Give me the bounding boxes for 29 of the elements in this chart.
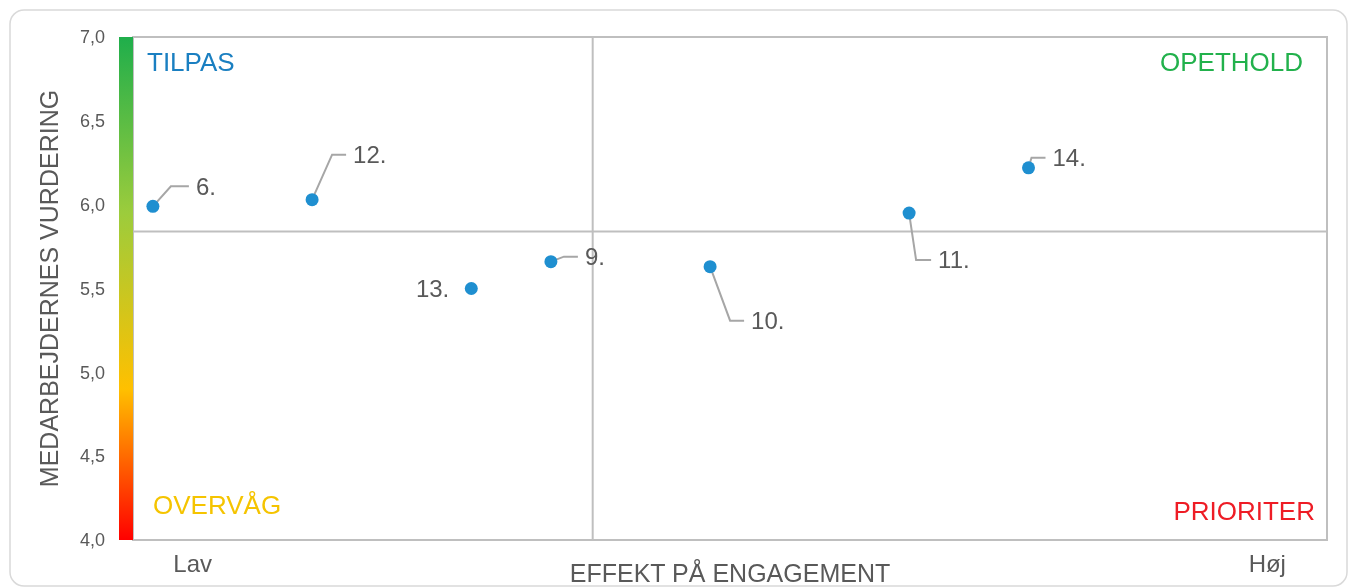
point: [1022, 161, 1035, 175]
y-tick-label: 5,0: [79, 362, 105, 383]
y-tick-label: 4,5: [79, 446, 105, 467]
point: [544, 255, 558, 269]
annotation: OVERVÅG: [153, 490, 282, 520]
point: [305, 193, 319, 207]
y-tick-label: 5,5: [79, 278, 105, 299]
y-tick-label: 4,0: [79, 530, 105, 551]
x-tick-label: Høj: [1248, 550, 1286, 577]
series-label: 6.: [195, 172, 216, 200]
annotation: OPETHOLD: [1159, 47, 1303, 77]
series-label: 13.: [415, 274, 450, 302]
x-axis-title: EFFEKT PÅ ENGAGEMENT: [569, 558, 891, 587]
y-axis-title: MEDARBEJDERNES VURDERING: [35, 89, 63, 488]
text: 10.: [751, 307, 785, 335]
point: [146, 199, 160, 213]
y-tick-label: 6,5: [79, 111, 105, 132]
series-label: 9.: [584, 243, 605, 271]
series-label: 14.: [1052, 144, 1086, 172]
x-tick-label: Lav: [173, 550, 213, 577]
series-label: 11.: [938, 246, 970, 274]
y-tick-label: 6,0: [79, 194, 105, 215]
series-label: 12.: [353, 141, 387, 169]
y-tick-label: 7,0: [79, 27, 105, 48]
annotation: TILPAS: [147, 47, 235, 77]
annotation: PRIORITER: [1173, 496, 1315, 526]
point: [902, 206, 916, 220]
point: [464, 282, 478, 295]
point: [703, 260, 717, 274]
